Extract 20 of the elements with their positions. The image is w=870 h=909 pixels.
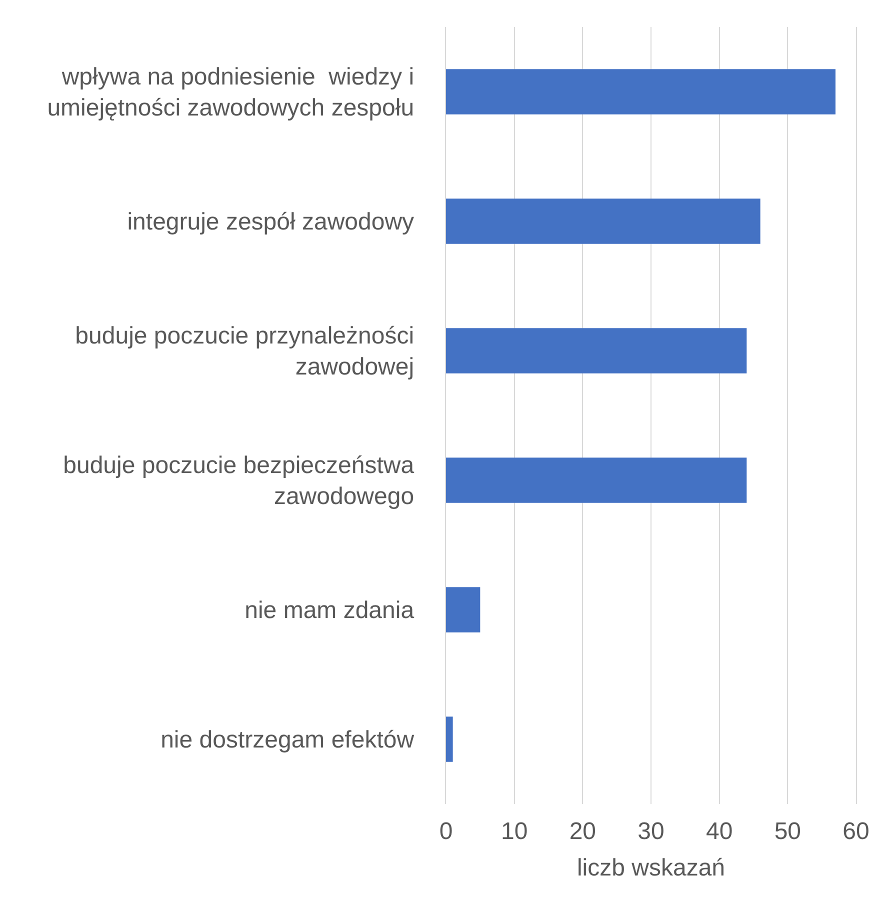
x-tick-label: 10 (500, 818, 528, 845)
bar (446, 716, 453, 762)
x-tick-label: 20 (569, 818, 596, 845)
x-axis-title: liczb wskazań (576, 854, 726, 882)
y-tick-label: nie dostrzegam efektów (160, 726, 415, 754)
y-tick-label: nie mam zdania (244, 597, 415, 624)
bar (446, 198, 760, 244)
y-tick-label: buduje poczucie bezpieczeństwa zawodowego (63, 452, 415, 510)
x-tick-label: 40 (706, 818, 733, 845)
bar (446, 458, 747, 503)
bar (446, 69, 836, 114)
x-tick-label: 30 (638, 818, 664, 845)
x-tick-label: 0 (439, 818, 453, 845)
y-tick-label: integruje zespół zawodowy (127, 208, 414, 236)
bar (446, 587, 480, 632)
y-tick-label: buduje poczucie przynależności zawodowej (75, 322, 414, 381)
x-tick-label: 60 (842, 818, 870, 845)
x-tick-label: 50 (774, 818, 802, 845)
bar (446, 328, 747, 374)
y-tick-label: wpływa na podniesienie wiedzy i umiejętności zawodowych zespołu (47, 64, 414, 122)
